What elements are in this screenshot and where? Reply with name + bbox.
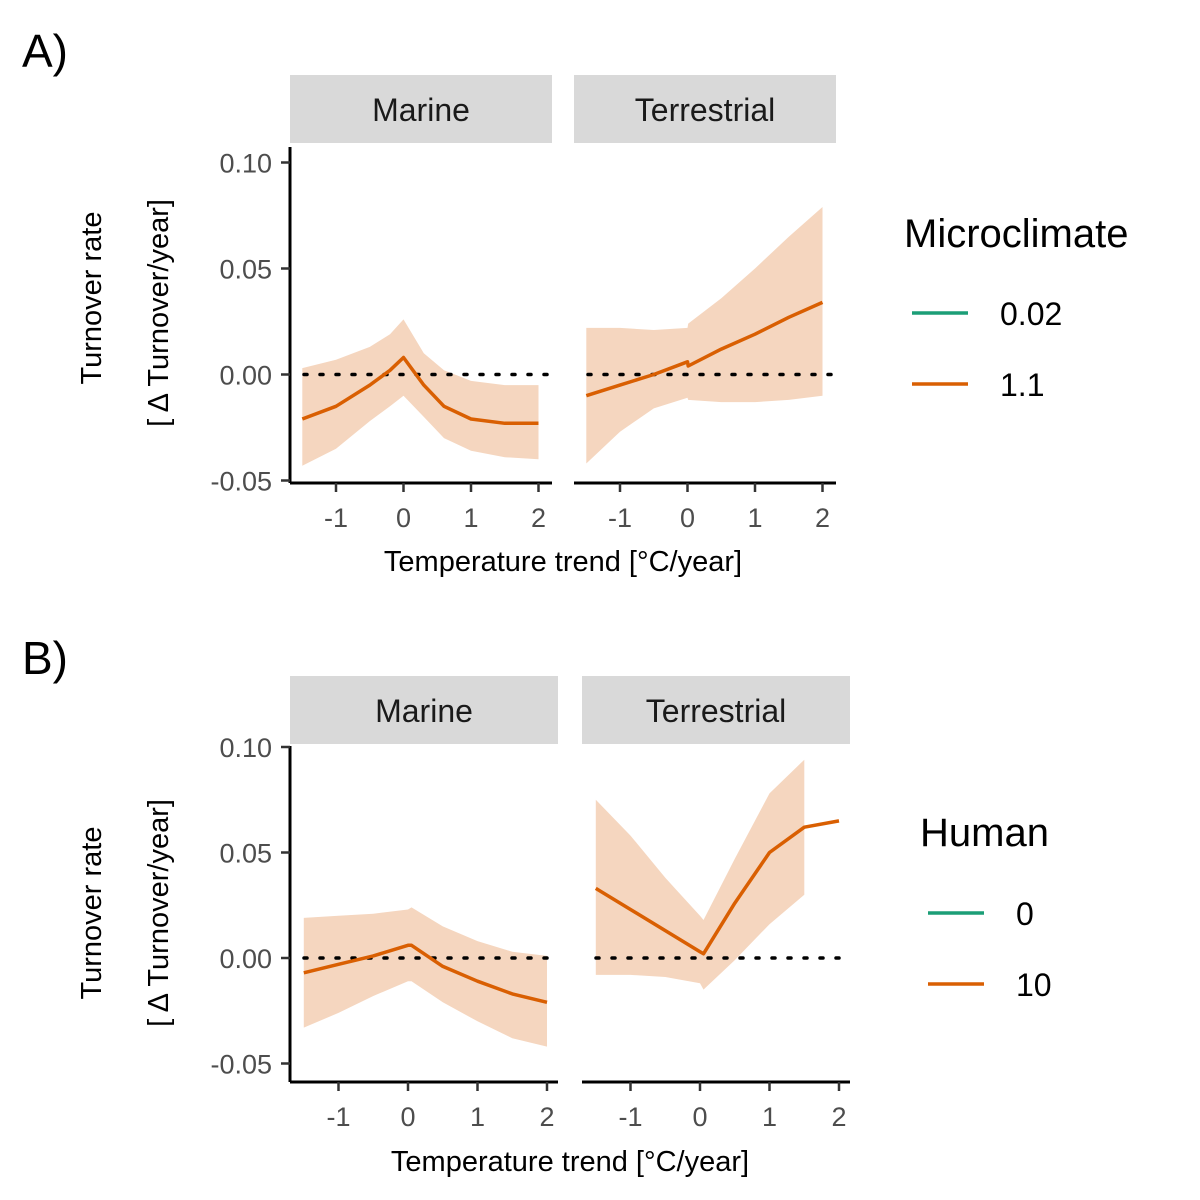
confidence-ribbon-marine-b bbox=[303, 907, 547, 1047]
legend-label-b-2: 10 bbox=[1016, 967, 1052, 1003]
legend-a: Microclimate 0.02 1.1 bbox=[904, 212, 1128, 403]
confidence-ribbon-marine-a bbox=[302, 319, 539, 466]
y-tick-label-a: 0.05 bbox=[219, 255, 272, 285]
y-axis-b: 0.10 0.05 0.00 -0.05 bbox=[210, 733, 292, 1082]
facet-title-marine-b: Marine bbox=[375, 693, 473, 729]
x-tick-label-marine-a: 2 bbox=[531, 503, 546, 533]
legend-label-a-1: 0.02 bbox=[1000, 296, 1062, 332]
series-line-terrestrial-a bbox=[585, 300, 824, 398]
facet-title-terrestrial-a: Terrestrial bbox=[635, 92, 775, 128]
legend-label-a-2: 1.1 bbox=[1000, 367, 1044, 403]
x-tick-label-terrestrial-a: -1 bbox=[608, 503, 632, 533]
x-tick-label-marine-a: 1 bbox=[463, 503, 478, 533]
figure-a: A) Marine Terrestrial -1 0 1 2 -1 0 1 2 0.100.… bbox=[22, 25, 1128, 578]
legend-label-b-1: 0 bbox=[1016, 896, 1034, 932]
x-tick-label-terrestrial-a: 2 bbox=[815, 503, 830, 533]
facet-strip-marine-b: Marine bbox=[290, 676, 558, 744]
y-axis-subtitle-b: [ Δ Turnover/year] bbox=[143, 799, 175, 1027]
y-tick-label-a: -0.05 bbox=[210, 467, 272, 497]
x-tick-label-marine-b: -1 bbox=[326, 1102, 350, 1132]
panel-label-a: A) bbox=[22, 25, 68, 77]
y-tick-label-b: 0.00 bbox=[219, 944, 272, 974]
y-axis-title-b: Turnover rate bbox=[76, 827, 108, 1000]
x-tick-label-terrestrial-a: 1 bbox=[747, 503, 762, 533]
x-tick-label-terrestrial-b: -1 bbox=[618, 1102, 642, 1132]
legend-title-b: Human bbox=[920, 811, 1049, 855]
x-tick-label-marine-b: 0 bbox=[400, 1102, 415, 1132]
y-tick-label-a: 0.10 bbox=[219, 149, 272, 179]
legend-title-a: Microclimate bbox=[904, 212, 1128, 256]
facet-title-marine-a: Marine bbox=[372, 92, 470, 128]
facet-strip-marine-a: Marine bbox=[290, 75, 552, 143]
legend-b: Human 0 10 bbox=[920, 811, 1052, 1003]
facet-strip-terrestrial-a: Terrestrial bbox=[574, 75, 836, 143]
y-axis-title-line2-a: [ Δ Turnover/year] bbox=[143, 199, 175, 427]
x-tick-label-marine-b: 2 bbox=[539, 1102, 554, 1132]
facet-title-terrestrial-b: Terrestrial bbox=[646, 693, 786, 729]
panel-label-b: B) bbox=[22, 632, 68, 684]
y-axis-title-line1-a: Turnover rate bbox=[76, 212, 108, 385]
facet-plot-marine-b: -1 0 1 2 bbox=[290, 907, 560, 1132]
facet-plot-marine-a: -1 0 1 2 bbox=[290, 319, 554, 533]
x-tick-label-marine-b: 1 bbox=[470, 1102, 485, 1132]
y-axis-subtitle-a: [ Δ Turnover/year] bbox=[143, 199, 175, 427]
x-axis-title-a: Temperature trend [°C/year] bbox=[384, 546, 742, 578]
series-line-marine-b bbox=[303, 943, 548, 1005]
figure-b: B) Marine Terrestrial -1 0 1 2 -1 0 1 2 0.100.… bbox=[22, 632, 1052, 1178]
facet-plot-terrestrial-b: -1 0 1 2 bbox=[582, 759, 852, 1132]
y-axis-title-a: Turnover rate bbox=[76, 212, 108, 385]
x-tick-label-marine-a: 0 bbox=[396, 503, 411, 533]
facet-plot-terrestrial-a: -1 0 1 2 bbox=[574, 207, 838, 533]
y-axis-title-line1-b: Turnover rate bbox=[76, 827, 108, 1000]
series-line-marine-a bbox=[301, 355, 539, 426]
y-tick-label-b: -0.05 bbox=[210, 1050, 272, 1080]
y-axis-a: 0.10 0.05 0.00 -0.05 bbox=[210, 147, 292, 497]
x-tick-label-terrestrial-b: 1 bbox=[762, 1102, 777, 1132]
x-tick-label-terrestrial-a: 0 bbox=[680, 503, 695, 533]
confidence-ribbon-terrestrial-a bbox=[586, 207, 823, 464]
x-tick-label-marine-a: -1 bbox=[324, 503, 348, 533]
x-tick-label-terrestrial-b: 0 bbox=[692, 1102, 707, 1132]
x-tick-label-terrestrial-b: 2 bbox=[831, 1102, 846, 1132]
y-axis-title-line2-b: [ Δ Turnover/year] bbox=[143, 799, 175, 1027]
y-tick-label-b: 0.05 bbox=[219, 839, 272, 869]
x-axis-title-b: Temperature trend [°C/year] bbox=[391, 1146, 749, 1178]
facet-strip-terrestrial-b: Terrestrial bbox=[582, 676, 850, 744]
series-line-terrestrial-b bbox=[594, 819, 840, 956]
y-tick-label-a: 0.00 bbox=[219, 361, 272, 391]
y-tick-label-b: 0.10 bbox=[219, 733, 272, 763]
confidence-ribbon-terrestrial-b bbox=[595, 759, 805, 990]
